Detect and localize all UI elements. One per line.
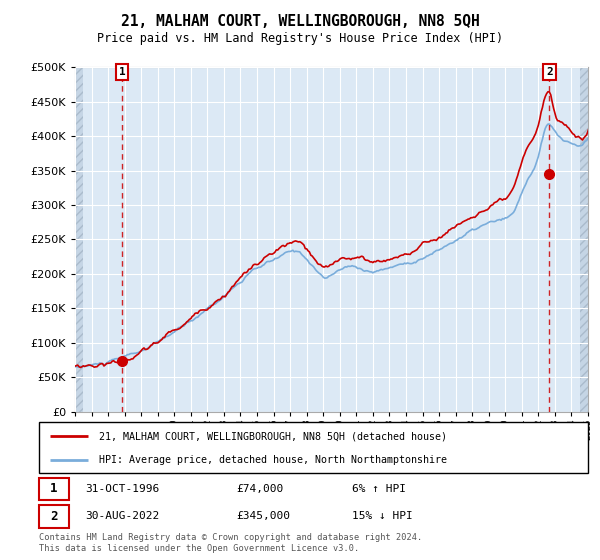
Text: 31-OCT-1996: 31-OCT-1996: [86, 484, 160, 494]
Text: 1: 1: [119, 67, 125, 77]
Text: Price paid vs. HM Land Registry's House Price Index (HPI): Price paid vs. HM Land Registry's House …: [97, 32, 503, 45]
Text: 15% ↓ HPI: 15% ↓ HPI: [352, 511, 413, 521]
Text: Contains HM Land Registry data © Crown copyright and database right 2024.
This d: Contains HM Land Registry data © Crown c…: [39, 533, 422, 553]
Text: 21, MALHAM COURT, WELLINGBOROUGH, NN8 5QH (detached house): 21, MALHAM COURT, WELLINGBOROUGH, NN8 5Q…: [100, 431, 448, 441]
Text: HPI: Average price, detached house, North Northamptonshire: HPI: Average price, detached house, Nort…: [100, 455, 448, 465]
Text: £345,000: £345,000: [236, 511, 290, 521]
Text: 2: 2: [50, 510, 58, 523]
Text: £74,000: £74,000: [236, 484, 284, 494]
Bar: [75, 67, 83, 412]
FancyBboxPatch shape: [39, 505, 69, 528]
Bar: [580, 67, 588, 412]
Text: 2: 2: [546, 67, 553, 77]
FancyBboxPatch shape: [39, 478, 69, 500]
Text: 30-AUG-2022: 30-AUG-2022: [86, 511, 160, 521]
FancyBboxPatch shape: [39, 422, 588, 473]
Text: 6% ↑ HPI: 6% ↑ HPI: [352, 484, 406, 494]
Text: 21, MALHAM COURT, WELLINGBOROUGH, NN8 5QH: 21, MALHAM COURT, WELLINGBOROUGH, NN8 5Q…: [121, 14, 479, 29]
Text: 1: 1: [50, 482, 58, 495]
